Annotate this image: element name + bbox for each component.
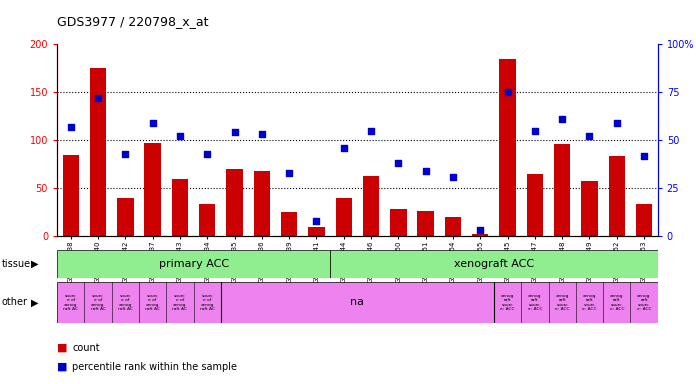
Bar [418,211,434,236]
Bar [636,204,652,236]
Text: count: count [72,343,100,353]
Point [65,124,77,130]
Point [229,129,240,136]
Bar [472,234,489,236]
Bar [172,179,188,236]
Text: sourc
e of
xenog
raft AC: sourc e of xenog raft AC [173,294,187,311]
Bar [390,209,406,236]
Bar [527,174,543,236]
Text: xenog
raft
sourc
e: ACC: xenog raft sourc e: ACC [637,294,651,311]
Bar [330,250,658,278]
Bar [608,157,625,236]
Point [175,133,186,139]
Point [502,89,513,95]
Text: xenog
raft
sourc
e: ACC: xenog raft sourc e: ACC [610,294,624,311]
Text: ■: ■ [57,362,68,372]
Point [365,127,377,134]
Text: sourc
e of
xenog
raft AC: sourc e of xenog raft AC [63,294,78,311]
Point [638,152,649,159]
Bar [445,217,461,236]
Text: sourc
e of
xenog
raft AC: sourc e of xenog raft AC [90,294,106,311]
Bar [281,212,297,236]
Bar [363,176,379,236]
Text: sourc
e of
xenog
raft AC: sourc e of xenog raft AC [200,294,214,311]
Text: tissue: tissue [1,259,31,269]
Text: primary ACC: primary ACC [159,259,229,269]
Text: xenog
raft
sourc
e: ACC: xenog raft sourc e: ACC [555,294,569,311]
Point [202,151,213,157]
Text: na: na [350,297,365,308]
Point [420,168,432,174]
Text: sourc
e of
xenog
raft AC: sourc e of xenog raft AC [145,294,160,311]
Text: other: other [1,297,27,308]
Text: GDS3977 / 220798_x_at: GDS3977 / 220798_x_at [57,15,209,28]
Bar [199,204,216,236]
Text: xenog
raft
sourc
e: ACC: xenog raft sourc e: ACC [583,294,596,311]
Text: ■: ■ [57,343,68,353]
Point [584,133,595,139]
Bar [63,154,79,236]
Point [147,120,158,126]
Bar [57,250,330,278]
Point [283,170,294,176]
Point [475,227,486,233]
Point [393,160,404,166]
Text: sourc
e of
xenog
raft AC: sourc e of xenog raft AC [118,294,133,311]
Bar [308,227,324,236]
Bar [145,143,161,236]
Text: percentile rank within the sample: percentile rank within the sample [72,362,237,372]
Point [93,95,104,101]
Bar [226,169,243,236]
Bar [90,68,106,236]
Point [256,131,267,137]
Point [611,120,622,126]
Bar [499,58,516,236]
Text: ▶: ▶ [31,259,38,269]
Bar [117,198,134,236]
Point [448,174,459,180]
Point [311,218,322,224]
Point [529,127,540,134]
Point [338,145,349,151]
Text: xenog
raft
sourc
e: ACC: xenog raft sourc e: ACC [528,294,542,311]
Point [557,116,568,122]
Text: xenog
raft
sourc
e: ACC: xenog raft sourc e: ACC [500,294,515,311]
Bar [581,182,598,236]
Bar [554,144,570,236]
Text: xenograft ACC: xenograft ACC [454,259,534,269]
Text: ▶: ▶ [31,297,38,308]
Bar [253,171,270,236]
Bar [335,198,352,236]
Point [120,151,131,157]
